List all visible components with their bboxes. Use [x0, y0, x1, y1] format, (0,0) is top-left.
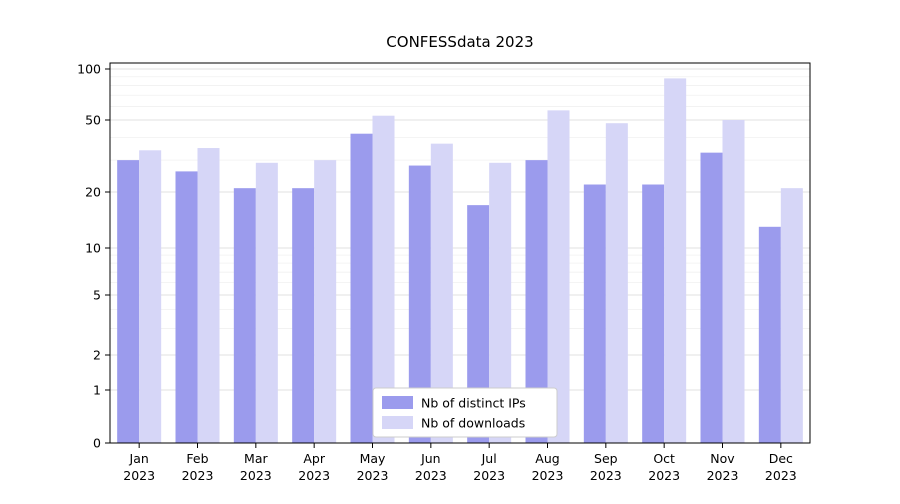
bar-nb-of-distinct-ips-mar: [233, 188, 256, 443]
y-tick-label: 50: [85, 113, 101, 128]
bar-nb-of-downloads-nov: [722, 120, 745, 443]
legend-swatch: [382, 396, 413, 409]
chart-title: CONFESSdata 2023: [386, 33, 533, 51]
x-tick-label-month: Mar: [244, 451, 268, 466]
bar-nb-of-downloads-jun: [430, 143, 453, 443]
x-tick-label-month: Sep: [594, 451, 618, 466]
x-tick-label-month: May: [360, 451, 386, 466]
bar-nb-of-downloads-oct: [664, 78, 687, 444]
x-tick-label-month: Dec: [769, 451, 793, 466]
x-tick-label-year: 2023: [532, 468, 564, 483]
bar-nb-of-distinct-ips-aug: [525, 160, 548, 443]
bar-nb-of-distinct-ips-dec: [758, 226, 781, 443]
bar-nb-of-downloads-dec: [780, 188, 803, 443]
bar-nb-of-downloads-may: [372, 115, 395, 444]
x-tick-label-month: Jul: [481, 451, 497, 466]
y-tick-label: 20: [85, 185, 101, 200]
bar-nb-of-distinct-ips-sep: [583, 184, 606, 443]
x-tick-label-month: Nov: [710, 451, 735, 466]
y-tick-label: 2: [93, 348, 101, 363]
x-tick-label-year: 2023: [298, 468, 330, 483]
bar-nb-of-distinct-ips-nov: [700, 152, 723, 443]
legend-swatch: [382, 416, 413, 429]
bar-nb-of-distinct-ips-oct: [642, 184, 665, 443]
bar-nb-of-distinct-ips-feb: [175, 171, 198, 443]
bar-nb-of-distinct-ips-apr: [292, 188, 315, 443]
x-tick-label-month: Feb: [186, 451, 208, 466]
bar-nb-of-distinct-ips-jan: [117, 160, 140, 443]
bar-nb-of-distinct-ips-jul: [467, 205, 490, 443]
legend-label: Nb of distinct IPs: [421, 396, 526, 411]
plot-border: [109, 62, 811, 444]
x-tick-label-month: Jan: [129, 451, 149, 466]
y-tick-label: 5: [93, 288, 101, 303]
x-tick-label-year: 2023: [707, 468, 739, 483]
x-tick-label-year: 2023: [415, 468, 447, 483]
bar-nb-of-downloads-jan: [139, 150, 162, 444]
bar-nb-of-downloads-feb: [197, 148, 220, 444]
x-tick-label-year: 2023: [473, 468, 505, 483]
x-tick-label-year: 2023: [357, 468, 389, 483]
bar-nb-of-distinct-ips-may: [350, 133, 373, 443]
x-tick-label-month: Oct: [653, 451, 675, 466]
y-tick-label: 0: [93, 436, 101, 451]
x-tick-label-year: 2023: [590, 468, 622, 483]
bar-nb-of-downloads-sep: [605, 123, 628, 443]
legend-box: [372, 387, 558, 438]
bar-nb-of-downloads-aug: [547, 110, 570, 443]
x-tick-label-month: Jun: [420, 451, 441, 466]
x-tick-label-year: 2023: [123, 468, 155, 483]
y-tick-label: 100: [77, 62, 101, 77]
bar-nb-of-downloads-mar: [255, 162, 278, 443]
x-tick-label-month: Apr: [303, 451, 325, 466]
y-tick-label: 1: [93, 383, 101, 398]
bar-nb-of-downloads-jul: [489, 162, 512, 443]
x-tick-label-year: 2023: [765, 468, 797, 483]
x-tick-label-year: 2023: [240, 468, 272, 483]
bar-nb-of-distinct-ips-jun: [408, 165, 431, 443]
legend-label: Nb of downloads: [421, 416, 525, 431]
x-tick-label-year: 2023: [182, 468, 214, 483]
bar-nb-of-downloads-apr: [314, 160, 337, 443]
x-tick-label-month: Aug: [535, 451, 559, 466]
y-tick-label: 10: [85, 241, 101, 256]
x-tick-label-year: 2023: [648, 468, 680, 483]
